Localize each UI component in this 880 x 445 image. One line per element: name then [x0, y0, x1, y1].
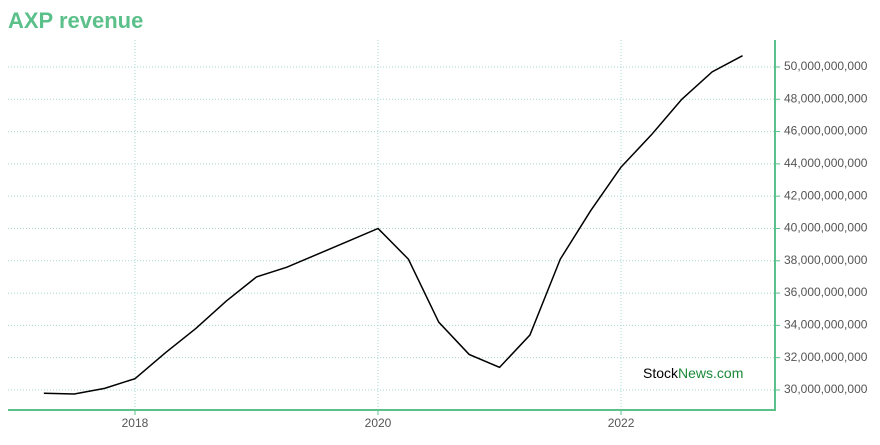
x-tick-label: 2020 [365, 416, 392, 430]
y-tick-label: 36,000,000,000 [784, 285, 868, 299]
watermark-second: News.com [678, 365, 743, 381]
watermark-first: Stock [643, 365, 679, 381]
y-tick-label: 32,000,000,000 [784, 350, 868, 364]
y-tick-label: 46,000,000,000 [784, 124, 868, 138]
y-tick-label: 30,000,000,000 [784, 382, 868, 396]
y-tick-label: 44,000,000,000 [784, 156, 868, 170]
y-tick-label: 42,000,000,000 [784, 188, 868, 202]
line [43, 55, 743, 395]
y-tick-label: 48,000,000,000 [784, 91, 868, 105]
x-tick-label: 2022 [608, 416, 635, 430]
y-tick-label: 50,000,000,000 [784, 59, 868, 73]
y-tick-label: 34,000,000,000 [784, 318, 868, 332]
watermark: StockNews.com [643, 365, 743, 381]
chart-title: AXP revenue [8, 8, 143, 33]
y-tick-label: 38,000,000,000 [784, 253, 868, 267]
y-tick-label: 40,000,000,000 [784, 221, 868, 235]
x-tick-label: 2018 [122, 416, 149, 430]
